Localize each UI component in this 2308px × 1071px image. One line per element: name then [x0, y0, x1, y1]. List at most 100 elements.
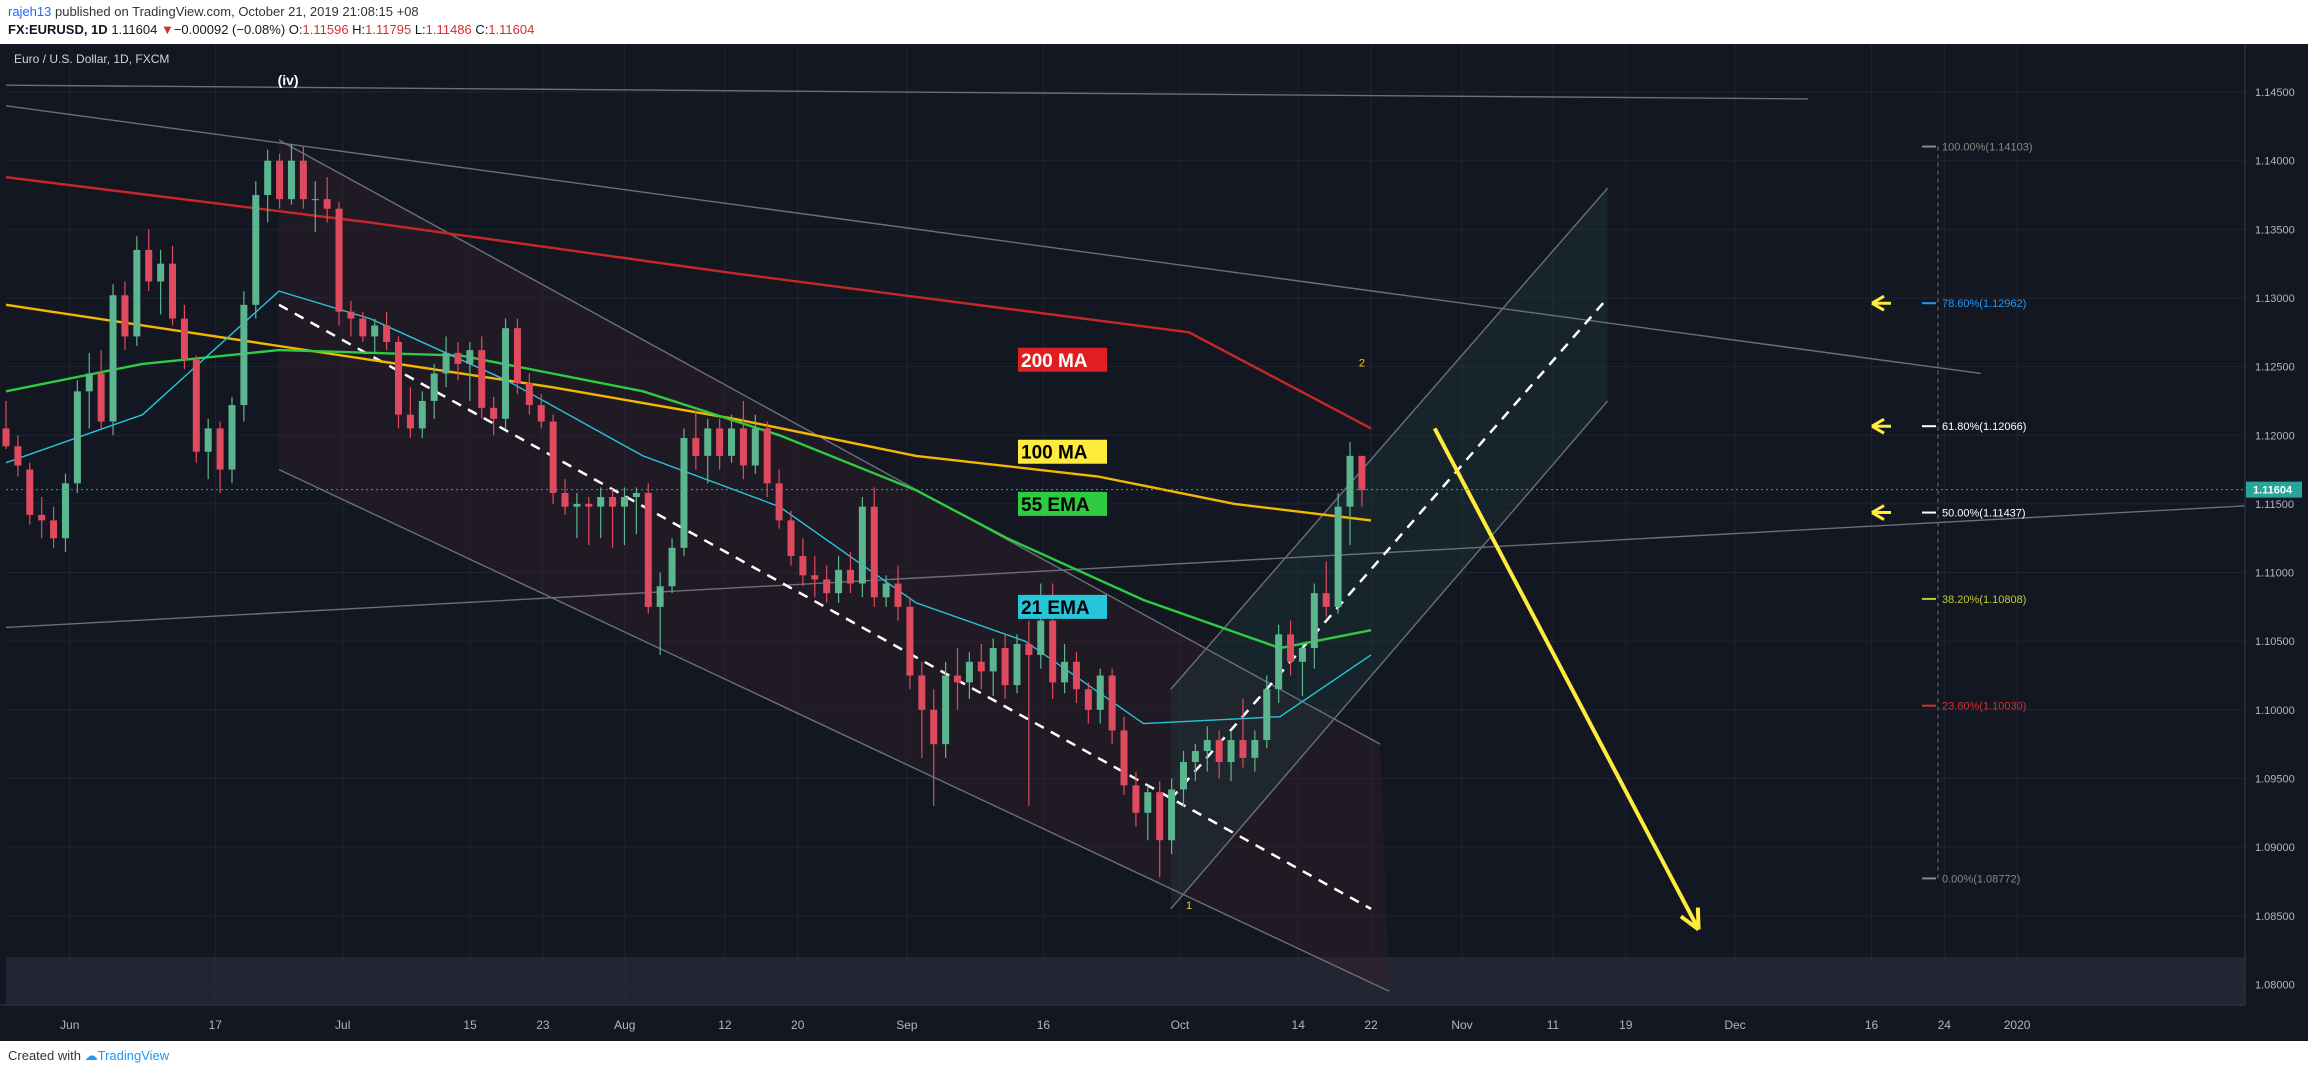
x-tick-label: Dec [1724, 1018, 1745, 1032]
candle-body [50, 520, 58, 539]
candle [632, 487, 640, 535]
candle-body [846, 569, 854, 584]
ma-label-text: 55 EMA [1021, 495, 1090, 516]
wave-label: 1 [1186, 900, 1192, 912]
candle-body [537, 405, 545, 422]
candle [1013, 634, 1021, 694]
candle-body [763, 428, 771, 484]
candle-body [680, 438, 688, 548]
x-tick-label: 15 [463, 1018, 477, 1032]
candle-body [1287, 634, 1295, 662]
open-value: 1.11596 [302, 22, 349, 37]
candle-body [85, 373, 93, 392]
open-label: O: [288, 22, 303, 37]
candle-body [1203, 740, 1211, 752]
candle-body [133, 249, 141, 337]
x-tick-label: 22 [1364, 1018, 1378, 1032]
candle-body [228, 405, 236, 470]
candle-body [1334, 506, 1342, 607]
ma-line-100-ma [5, 303, 1372, 522]
candle [323, 177, 331, 223]
candle [513, 318, 521, 395]
candle [157, 249, 165, 315]
candle-body [323, 199, 331, 209]
candle-body [276, 160, 284, 200]
candle [644, 483, 652, 614]
candle [775, 469, 783, 529]
candle [668, 538, 676, 594]
candle [585, 497, 593, 546]
candle-body [1310, 593, 1318, 649]
candle-body [490, 407, 498, 419]
candle [894, 565, 902, 621]
candle-body [1168, 789, 1176, 841]
candle-body [1322, 593, 1330, 607]
price-chart[interactable]: 200 MA 100 MA 55 EMA 21 EMA 100.00%(1.14103)… [0, 44, 2308, 1041]
candle-body [668, 547, 676, 587]
ma-label-text: 200 MA [1021, 351, 1088, 372]
candle [692, 410, 700, 470]
candle-body [299, 160, 307, 200]
candle-body [383, 325, 391, 342]
candle [287, 144, 295, 205]
candle [1239, 698, 1247, 768]
candle [169, 245, 177, 326]
chart-background [0, 44, 2308, 1041]
candle [942, 661, 950, 758]
candle-body [264, 160, 272, 196]
candle [1096, 668, 1104, 724]
last-price: 1.11604 [111, 22, 158, 37]
candle-body [1251, 740, 1259, 758]
fib-label: 100.00%(1.14103) [1942, 142, 2033, 154]
candle-body [644, 492, 652, 607]
trendline [1170, 400, 1609, 910]
candle-body [656, 586, 664, 607]
candle-body [882, 583, 890, 598]
trendline [1170, 187, 1609, 690]
candle-body [442, 352, 450, 374]
candle [85, 352, 93, 429]
ohlc-legend: FX:EURUSD, 1D 1.11604 ▼−0.00092 (−0.08%)… [8, 22, 534, 37]
candle-body [311, 199, 319, 201]
candle-body [1215, 740, 1223, 763]
publisher-link[interactable]: rajeh13 [8, 4, 52, 19]
price-change: −0.00092 (−0.08%) [173, 22, 286, 37]
ma-label-bg [1018, 439, 1107, 464]
candle-body [775, 483, 783, 521]
ma-label-bg [1018, 491, 1107, 516]
candle [1346, 442, 1354, 546]
candle [1251, 730, 1259, 772]
candle [823, 565, 831, 603]
candle [965, 652, 973, 699]
y-tick-label: 1.08000 [2255, 979, 2295, 991]
ma-label-bg [1018, 594, 1107, 619]
candle-body [1013, 643, 1021, 686]
candle [787, 510, 795, 566]
candle-body [513, 328, 521, 384]
publish-info: rajeh13 published on TradingView.com, Oc… [8, 4, 419, 19]
chart-area[interactable]: 200 MA 100 MA 55 EMA 21 EMA 100.00%(1.14103)… [0, 44, 2308, 1041]
ma-label: 55 EMA [1018, 491, 1107, 516]
candle-body [371, 325, 379, 337]
candle-body [418, 400, 426, 429]
candle-body [1025, 643, 1033, 655]
chart-title: Euro / U.S. Dollar, 1D, FXCM [14, 52, 169, 66]
trendline [5, 503, 2282, 629]
candle [1358, 455, 1366, 507]
low-value: 1.11486 [425, 22, 472, 37]
candle-body [1239, 740, 1247, 758]
candle [846, 551, 854, 594]
candle-body [573, 503, 581, 507]
candle-body [1108, 675, 1116, 731]
candle [1263, 675, 1271, 749]
candle-body [561, 492, 569, 507]
candle-body [1156, 792, 1164, 841]
candle [1168, 778, 1176, 854]
candle [561, 479, 569, 515]
candle [121, 281, 129, 351]
candle [2, 400, 10, 449]
candle [835, 556, 843, 603]
tradingview-brand[interactable]: TradingView [97, 1048, 170, 1063]
candle-body [109, 295, 117, 422]
candle-body [192, 359, 200, 452]
